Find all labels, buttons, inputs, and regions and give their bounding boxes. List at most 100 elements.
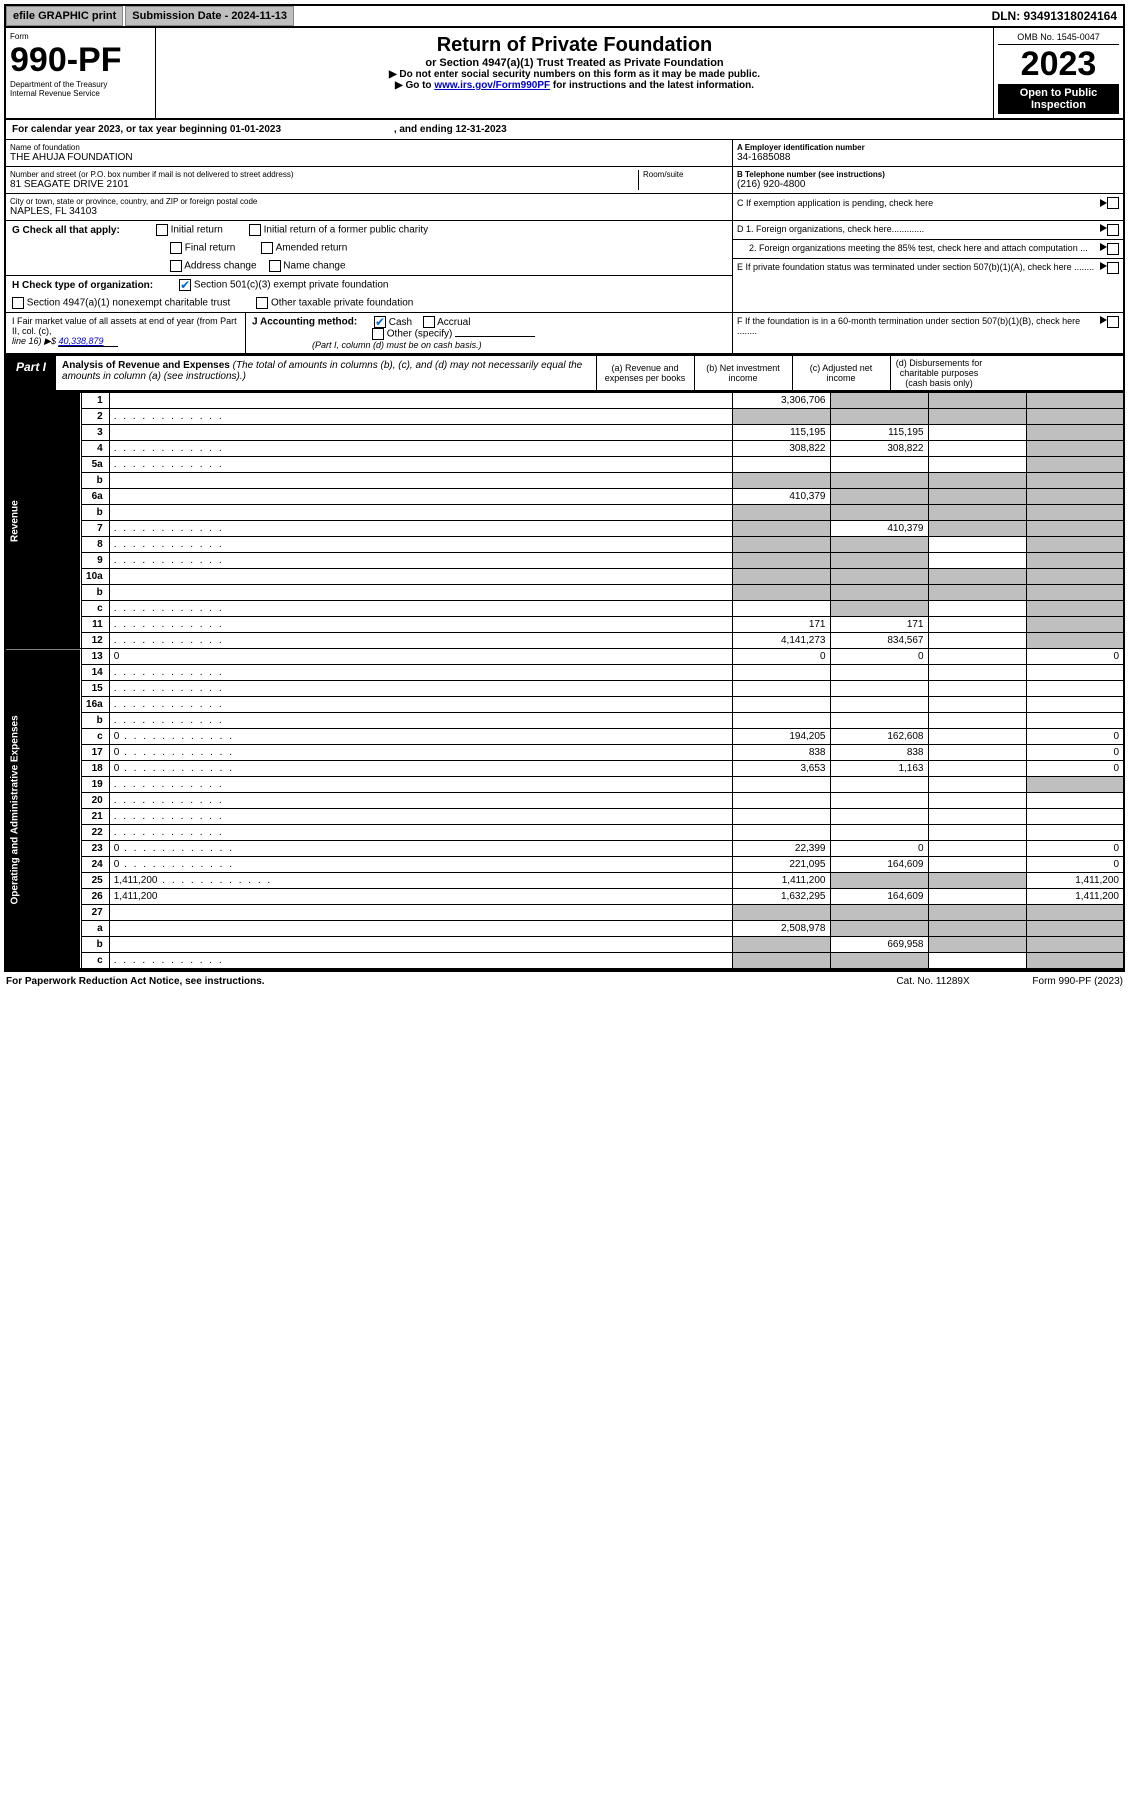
- table-row: 3115,195115,195: [5, 425, 1124, 441]
- amount-cell: [1026, 681, 1124, 697]
- table-row: 27: [5, 905, 1124, 921]
- g-initial-checkbox[interactable]: [156, 224, 168, 236]
- h-4947-checkbox[interactable]: [12, 297, 24, 309]
- j-cash-checkbox[interactable]: [374, 316, 386, 328]
- amount-cell: [830, 537, 928, 553]
- amount-cell: 838: [830, 745, 928, 761]
- amount-cell: [928, 953, 1026, 970]
- irs: Internal Revenue Service: [10, 89, 151, 98]
- line-description: [109, 537, 732, 553]
- d2-checkbox[interactable]: [1107, 243, 1119, 255]
- amount-cell: [928, 393, 1026, 409]
- j-accrual-checkbox[interactable]: [423, 316, 435, 328]
- amount-cell: [1026, 409, 1124, 425]
- line-description: [109, 457, 732, 473]
- table-row: 1708388380: [5, 745, 1124, 761]
- amount-cell: [830, 905, 928, 921]
- line-number: c: [81, 601, 109, 617]
- amount-cell: [928, 745, 1026, 761]
- form-subtitle: or Section 4947(a)(1) Trust Treated as P…: [162, 57, 987, 69]
- g-final-checkbox[interactable]: [170, 242, 182, 254]
- table-row: 19: [5, 777, 1124, 793]
- amount-cell: 4,141,273: [732, 633, 830, 649]
- g-label: G Check all that apply:: [12, 225, 120, 236]
- amount-cell: [830, 457, 928, 473]
- amount-cell: 3,306,706: [732, 393, 830, 409]
- amount-cell: [1026, 393, 1124, 409]
- c-checkbox[interactable]: [1107, 197, 1119, 209]
- amount-cell: 0: [1026, 857, 1124, 873]
- amount-cell: 1,163: [830, 761, 928, 777]
- amount-cell: [928, 681, 1026, 697]
- amount-cell: [830, 393, 928, 409]
- amount-cell: 221,095: [732, 857, 830, 873]
- amount-cell: [1026, 905, 1124, 921]
- amount-cell: [1026, 521, 1124, 537]
- d1-checkbox[interactable]: [1107, 224, 1119, 236]
- h-label: H Check type of organization:: [12, 280, 153, 291]
- amount-cell: 115,195: [732, 425, 830, 441]
- fmv-value[interactable]: 40,338,879: [58, 336, 118, 347]
- amount-cell: [830, 713, 928, 729]
- table-row: 15: [5, 681, 1124, 697]
- line-description: [109, 505, 732, 521]
- amount-cell: [1026, 793, 1124, 809]
- f-checkbox[interactable]: [1107, 316, 1119, 328]
- amount-cell: [1026, 585, 1124, 601]
- part-1-header: Part I Analysis of Revenue and Expenses …: [4, 355, 1125, 392]
- g-address-checkbox[interactable]: [170, 260, 182, 272]
- table-row: 20: [5, 793, 1124, 809]
- h-other-checkbox[interactable]: [256, 297, 268, 309]
- amount-cell: [830, 553, 928, 569]
- table-row: 14: [5, 665, 1124, 681]
- amount-cell: [732, 521, 830, 537]
- line-description: [109, 681, 732, 697]
- amount-cell: [732, 697, 830, 713]
- e-checkbox[interactable]: [1107, 262, 1119, 274]
- address: 81 SEAGATE DRIVE 2101: [10, 179, 638, 190]
- amount-cell: [732, 937, 830, 953]
- line-description: [109, 921, 732, 937]
- amount-cell: [732, 585, 830, 601]
- g-name-checkbox[interactable]: [269, 260, 281, 272]
- line-number: 22: [81, 825, 109, 841]
- g-initial-former-checkbox[interactable]: [249, 224, 261, 236]
- amount-cell: [1026, 825, 1124, 841]
- amount-cell: [830, 665, 928, 681]
- col-a-hdr: (a) Revenue and expenses per books: [596, 356, 694, 390]
- amount-cell: [732, 809, 830, 825]
- amount-cell: [1026, 921, 1124, 937]
- table-row: Operating and Administrative Expenses130…: [5, 649, 1124, 665]
- amount-cell: [928, 761, 1026, 777]
- inspection-badge: Open to Public Inspection: [998, 84, 1119, 114]
- amount-cell: 0: [830, 841, 928, 857]
- amount-cell: [928, 793, 1026, 809]
- paperwork-notice: For Paperwork Reduction Act Notice, see …: [6, 976, 265, 987]
- amount-cell: [1026, 553, 1124, 569]
- amount-cell: [928, 489, 1026, 505]
- line-description: [109, 473, 732, 489]
- amount-cell: [928, 713, 1026, 729]
- f-label: F If the foundation is in a 60-month ter…: [737, 316, 1097, 336]
- form-link[interactable]: www.irs.gov/Form990PF: [434, 80, 550, 91]
- table-row: a2,508,978: [5, 921, 1124, 937]
- g-amended-checkbox[interactable]: [261, 242, 273, 254]
- d2-label: 2. Foreign organizations meeting the 85%…: [737, 243, 1097, 255]
- line-description: 0: [109, 729, 732, 745]
- table-row: c: [5, 601, 1124, 617]
- amount-cell: [830, 873, 928, 889]
- h-501c3-checkbox[interactable]: [179, 279, 191, 291]
- line-number: 16a: [81, 697, 109, 713]
- amount-cell: [928, 425, 1026, 441]
- arrow-icon: [1100, 199, 1107, 207]
- amount-cell: 115,195: [830, 425, 928, 441]
- amount-cell: [830, 505, 928, 521]
- amount-cell: [928, 889, 1026, 905]
- line-description: [109, 937, 732, 953]
- j-other-checkbox[interactable]: [372, 328, 384, 340]
- amount-cell: [732, 569, 830, 585]
- foundation-name: THE AHUJA FOUNDATION: [10, 152, 728, 163]
- ein: 34-1685088: [737, 152, 1119, 163]
- line-number: 14: [81, 665, 109, 681]
- line-number: 26: [81, 889, 109, 905]
